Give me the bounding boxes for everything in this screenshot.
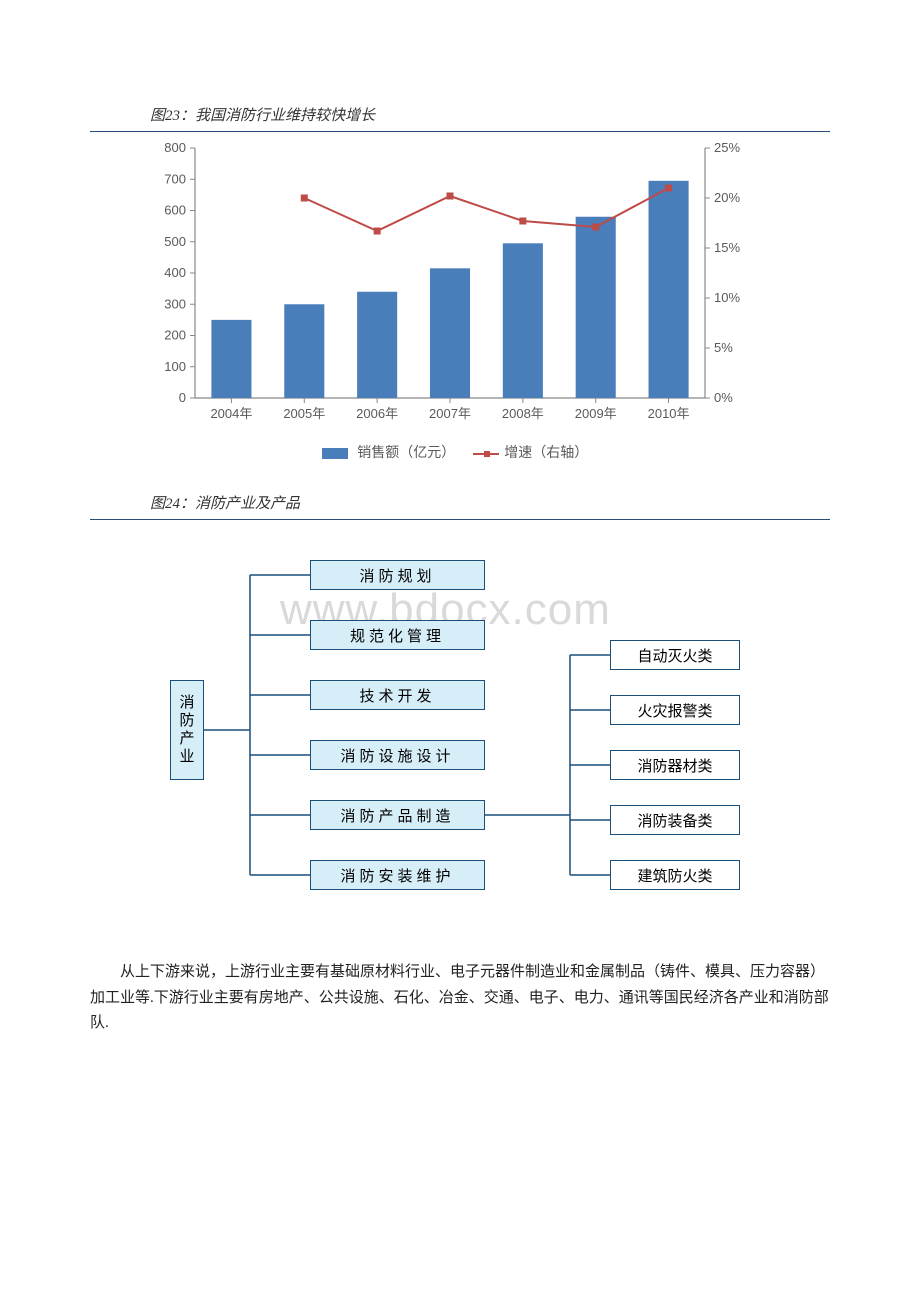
figure-24-diagram: www.bdocx.com 消防产业 消防规划 规范化管理 技术开发 消防设施设…: [170, 550, 810, 930]
svg-text:2004年: 2004年: [210, 406, 252, 421]
svg-text:20%: 20%: [714, 190, 740, 205]
mid-node: 消防设施设计: [310, 740, 485, 770]
body-paragraph: 从上下游来说，上游行业主要有基础原材料行业、电子元器件制造业和金属制品（铸件、模…: [90, 940, 830, 1037]
svg-text:2010年: 2010年: [648, 406, 690, 421]
svg-text:15%: 15%: [714, 240, 740, 255]
svg-text:2008年: 2008年: [502, 406, 544, 421]
figure-23-title: 图23：我国消防行业维持较快增长: [90, 100, 830, 132]
svg-text:0%: 0%: [714, 390, 733, 405]
svg-text:25%: 25%: [714, 140, 740, 155]
svg-text:2006年: 2006年: [356, 406, 398, 421]
svg-text:800: 800: [164, 140, 186, 155]
svg-text:400: 400: [164, 265, 186, 280]
right-node: 消防器材类: [610, 750, 740, 780]
right-node: 自动灭火类: [610, 640, 740, 670]
legend: 销售额（亿元） 增速（右轴）: [145, 438, 765, 472]
mid-node: 消防产品制造: [310, 800, 485, 830]
svg-text:100: 100: [164, 359, 186, 374]
right-node: 消防装备类: [610, 805, 740, 835]
figure-24-title: 图24：消防产业及产品: [90, 488, 830, 520]
svg-text:300: 300: [164, 296, 186, 311]
svg-text:2007年: 2007年: [429, 406, 471, 421]
svg-text:200: 200: [164, 328, 186, 343]
svg-text:0: 0: [179, 390, 186, 405]
legend-bar-label: 销售额（亿元）: [357, 446, 455, 461]
figure-23-chart: 0 100 200 300 400 500 600 700 800 0% 5% 10% 15% 20% 25…: [145, 138, 765, 472]
legend-bar-swatch: [322, 448, 348, 459]
svg-text:2009年: 2009年: [575, 406, 617, 421]
right-node: 建筑防火类: [610, 860, 740, 890]
svg-text:500: 500: [164, 234, 186, 249]
svg-text:700: 700: [164, 171, 186, 186]
root-node: 消防产业: [170, 680, 204, 780]
legend-line-label: 增速（右轴）: [504, 446, 588, 461]
right-node: 火灾报警类: [610, 695, 740, 725]
mid-node: 规范化管理: [310, 620, 485, 650]
mid-node: 消防规划: [310, 560, 485, 590]
svg-text:10%: 10%: [714, 290, 740, 305]
svg-text:600: 600: [164, 203, 186, 218]
legend-line-swatch: [473, 453, 499, 455]
svg-text:2005年: 2005年: [283, 406, 325, 421]
mid-node: 技术开发: [310, 680, 485, 710]
mid-node: 消防安装维护: [310, 860, 485, 890]
svg-text:5%: 5%: [714, 340, 733, 355]
